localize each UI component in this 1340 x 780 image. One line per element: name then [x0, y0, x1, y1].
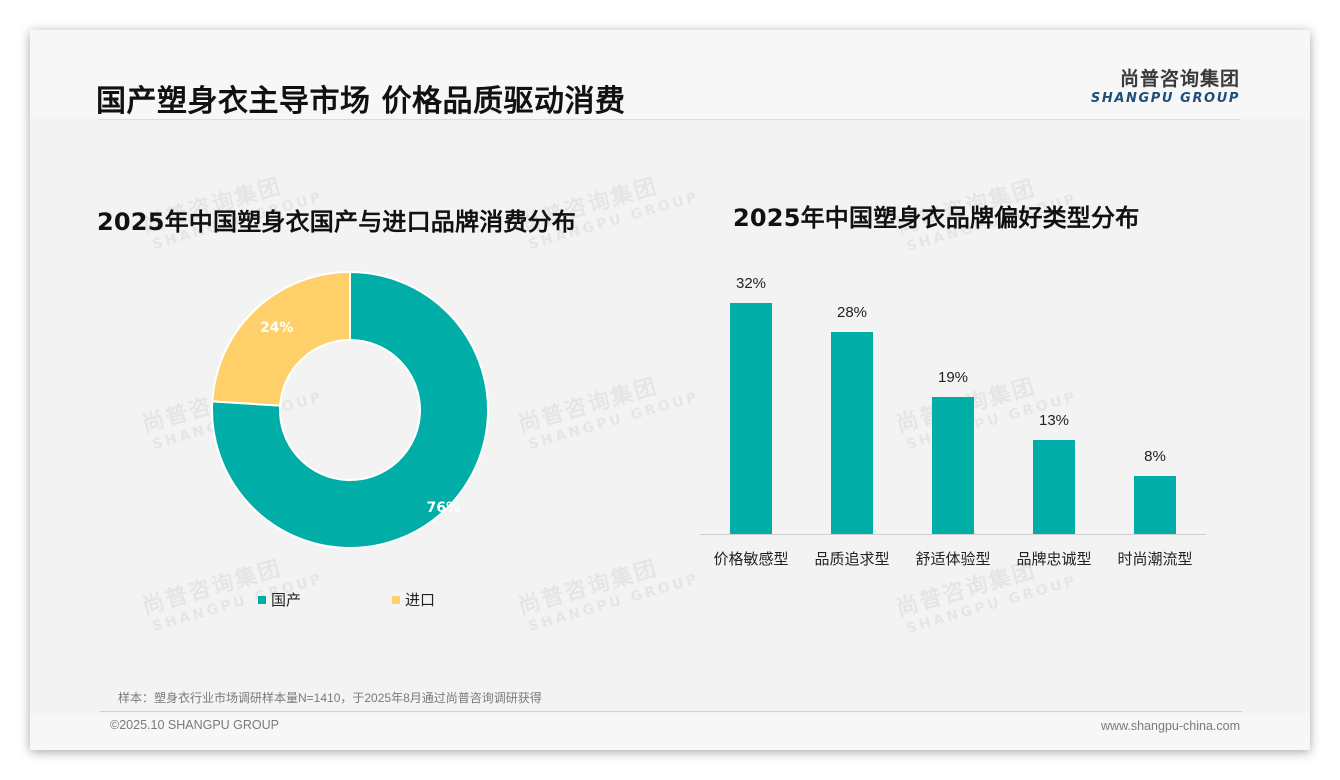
- bar-chart: 32% 价格敏感型 28% 品质追求型 19% 舒适体验型 13% 品牌忠诚型 8% 时尚潮流型: [700, 270, 1206, 575]
- bar-value-label: 8%: [1144, 448, 1166, 465]
- legend-item-imported: 进口: [392, 589, 435, 610]
- bar: [1134, 476, 1176, 534]
- page-title: 国产塑身衣主导市场 价格品质驱动消费: [96, 84, 626, 119]
- donut-value-label: 76%: [427, 500, 461, 516]
- logo-cn-text: 尚普咨询集团: [1119, 68, 1240, 90]
- copyright-text: ©2025.10 SHANGPU GROUP: [110, 718, 279, 732]
- header-divider: [98, 119, 1240, 120]
- bar-category-label: 时尚潮流型: [1117, 551, 1193, 568]
- bar-category-label: 品质追求型: [814, 551, 890, 568]
- slide: 尚普咨询集团 SHANGPU GROUP 尚普咨询集团 SHANGPU GROUP …: [30, 30, 1310, 750]
- legend-label: 国产: [271, 592, 302, 609]
- legend-swatch-imported: [392, 595, 400, 604]
- footer-band: [30, 713, 1310, 750]
- bar-chart-title: 2025年中国塑身衣品牌偏好类型分布: [733, 204, 1140, 232]
- bar-value-label: 19%: [937, 369, 969, 386]
- company-logo: 尚普咨询集团 SHANGPU GROUP: [1088, 64, 1240, 106]
- donut-chart: 76% 24%: [211, 270, 489, 549]
- bar-category-label: 舒适体验型: [915, 551, 991, 568]
- bar: [1033, 440, 1075, 534]
- logo-en-text: SHANGPU GROUP: [1090, 91, 1240, 106]
- bar: [831, 332, 873, 534]
- sample-footnote: 样本：塑身衣行业市场调研样本量N=1410，于2025年8月通过尚普咨询调研获得: [118, 691, 542, 705]
- bar-value-label: 32%: [735, 275, 767, 292]
- legend-item-domestic: 国产: [258, 589, 301, 610]
- donut-chart-title: 2025年中国塑身衣国产与进口品牌消费分布: [97, 208, 576, 236]
- bar-category-label: 品牌忠诚型: [1016, 551, 1092, 568]
- bar: [730, 303, 772, 534]
- donut-segment-imported: [211, 270, 351, 407]
- donut-value-label: 24%: [260, 320, 294, 336]
- x-axis-line: [700, 534, 1206, 535]
- bar-value-label: 13%: [1038, 412, 1070, 429]
- legend-swatch-domestic: [258, 595, 266, 604]
- bar-value-label: 28%: [836, 304, 868, 321]
- header-band: [30, 30, 1310, 119]
- bar: [932, 397, 974, 534]
- bar-category-label: 价格敏感型: [713, 551, 789, 568]
- donut-segment-domestic: [211, 270, 489, 549]
- footer-divider: [100, 711, 1242, 712]
- website-link[interactable]: www.shangpu-china.com: [1101, 719, 1240, 733]
- legend-label: 进口: [405, 592, 436, 609]
